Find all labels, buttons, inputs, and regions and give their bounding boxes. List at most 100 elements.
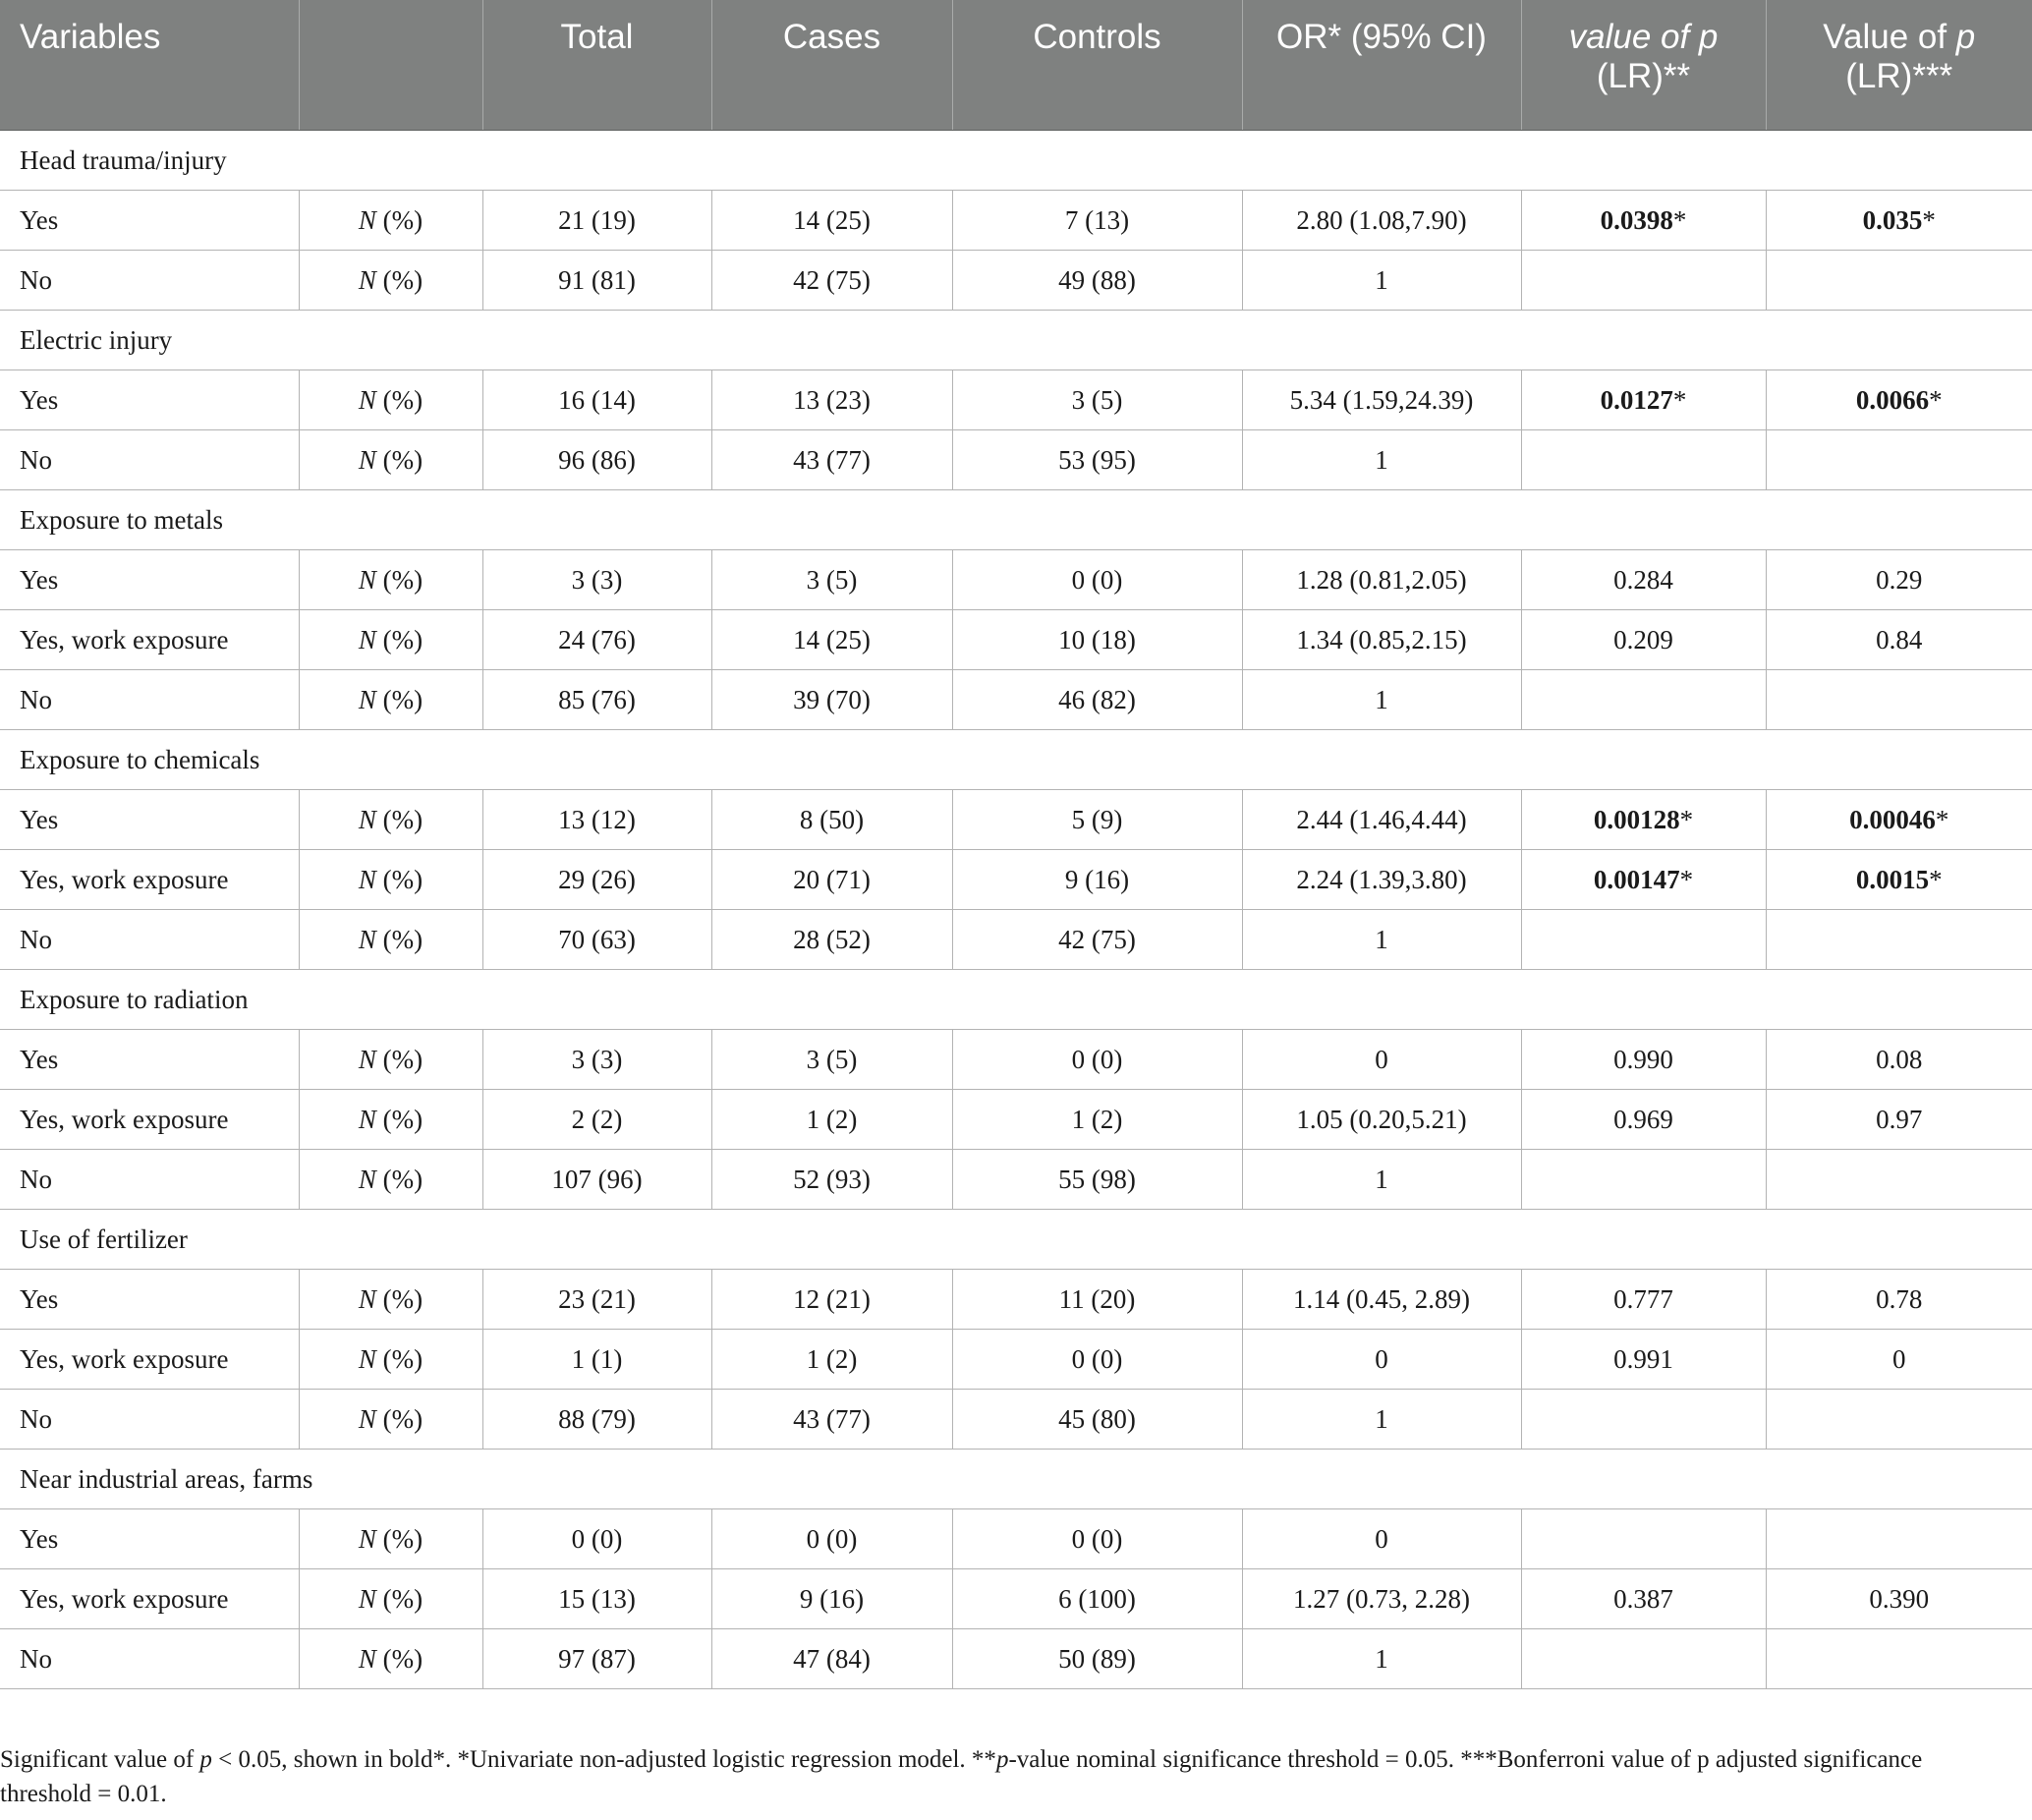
cell-total: 21 (19) [481, 190, 711, 251]
cell-controls: 10 (18) [951, 609, 1242, 670]
cell-total: 107 (96) [481, 1149, 711, 1210]
table-footnote: Significant value of p < 0.05, shown in … [0, 1742, 1965, 1811]
header-controls: Controls [951, 0, 1242, 131]
group-label: Head trauma/injury [0, 130, 2032, 191]
cell-level: No [0, 1628, 299, 1689]
cell-controls: 3 (5) [951, 370, 1242, 430]
cell-controls: 1 (2) [951, 1089, 1242, 1150]
cell-p-value-bonferroni: 0.0015* [1765, 849, 2032, 910]
table-row: No N (%) 97 (87) 47 (84) 50 (89) 1 [0, 1628, 2032, 1689]
cell-level: Yes, work exposure [0, 1329, 299, 1390]
header-p-value-bonf-line1: Value of [1823, 18, 1956, 56]
group-row: Use of fertilizer [0, 1209, 2032, 1270]
significance-star: * [1672, 204, 1687, 235]
unit-n: N [358, 804, 376, 834]
cell-cases: 43 (77) [710, 1389, 952, 1450]
cell-p-value-lr [1520, 1508, 1766, 1569]
cell-controls: 46 (82) [951, 669, 1242, 730]
cell-p-value-lr-value: 0.0127 [1600, 384, 1673, 415]
table-row: Yes N (%) 3 (3) 3 (5) 0 (0) 0 0.990 0.08 [0, 1029, 2032, 1090]
cell-p-value-bonferroni [1765, 909, 2032, 970]
unit-pct: (%) [375, 924, 423, 954]
cell-p-value-bonferroni: 0.97 [1765, 1089, 2032, 1150]
cell-p-value-lr: 0.209 [1520, 609, 1766, 670]
cell-cases: 39 (70) [710, 669, 952, 730]
cell-cases: 28 (52) [710, 909, 952, 970]
unit-n: N [358, 1523, 376, 1554]
cell-p-value-bonferroni-value: 0.00046 [1849, 804, 1936, 834]
cell-odds-ratio: 0 [1241, 1508, 1521, 1569]
header-total: Total [481, 0, 711, 131]
cell-unit: N (%) [298, 1269, 482, 1330]
cell-odds-ratio: 1 [1241, 1149, 1521, 1210]
cell-unit: N (%) [298, 789, 482, 850]
cell-controls: 7 (13) [951, 190, 1242, 251]
footnote-part-2: < 0.05, shown in bold*. *Univariate non-… [211, 1746, 996, 1773]
unit-pct: (%) [375, 1164, 423, 1194]
unit-n: N [358, 1164, 376, 1194]
group-label: Electric injury [0, 310, 2032, 370]
cell-controls: 11 (20) [951, 1269, 1242, 1330]
table-row: No N (%) 91 (81) 42 (75) 49 (88) 1 [0, 250, 2032, 311]
cell-controls: 50 (89) [951, 1628, 1242, 1689]
unit-pct: (%) [375, 1044, 423, 1074]
cell-cases: 14 (25) [710, 609, 952, 670]
unit-pct: (%) [375, 804, 423, 834]
significance-star: * [1929, 864, 1943, 894]
cell-level: Yes, work exposure [0, 1089, 299, 1150]
cell-level: No [0, 669, 299, 730]
cell-p-value-bonferroni: 0 [1765, 1329, 2032, 1390]
unit-pct: (%) [375, 1403, 423, 1434]
group-row: Head trauma/injury [0, 130, 2032, 191]
cell-controls: 45 (80) [951, 1389, 1242, 1450]
cell-p-value-bonferroni [1765, 1149, 2032, 1210]
cell-unit: N (%) [298, 1389, 482, 1450]
cell-p-value-lr [1520, 1628, 1766, 1689]
header-p-value-bonf-p: p [1955, 18, 1976, 56]
significance-star: * [1679, 804, 1694, 834]
cell-p-value-bonferroni-value: 0.390 [1869, 1583, 1930, 1614]
header-p-value-bonf-line2: (LR)*** [1845, 57, 1953, 95]
cell-cases: 14 (25) [710, 190, 952, 251]
cell-controls: 0 (0) [951, 1508, 1242, 1569]
group-label: Use of fertilizer [0, 1209, 2032, 1270]
unit-pct: (%) [375, 204, 423, 235]
group-label: Exposure to metals [0, 489, 2032, 550]
table-body: Head trauma/injury Yes N (%) 21 (19) 14 (25)… [0, 130, 2032, 1689]
cell-p-value-lr [1520, 669, 1766, 730]
cell-cases: 43 (77) [710, 429, 952, 490]
group-row: Near industrial areas, farms [0, 1449, 2032, 1509]
cell-p-value-bonferroni: 0.84 [1765, 609, 2032, 670]
cell-unit: N (%) [298, 429, 482, 490]
cell-cases: 3 (5) [710, 1029, 952, 1090]
cell-cases: 20 (71) [710, 849, 952, 910]
cell-level: No [0, 1149, 299, 1210]
cell-controls: 6 (100) [951, 1568, 1242, 1629]
cell-unit: N (%) [298, 1568, 482, 1629]
unit-n: N [358, 1104, 376, 1134]
cell-p-value-lr: 0.00128* [1520, 789, 1766, 850]
cell-p-value-lr: 0.00147* [1520, 849, 1766, 910]
cell-odds-ratio: 1 [1241, 1628, 1521, 1689]
cell-cases: 42 (75) [710, 250, 952, 311]
table-row: Yes N (%) 0 (0) 0 (0) 0 (0) 0 [0, 1508, 2032, 1569]
significance-star: * [1672, 384, 1687, 415]
cell-p-value-bonferroni: 0.00046* [1765, 789, 2032, 850]
cell-p-value-lr: 0.0127* [1520, 370, 1766, 430]
cell-p-value-lr-value: 0.387 [1613, 1583, 1673, 1614]
table-row: No N (%) 85 (76) 39 (70) 46 (82) 1 [0, 669, 2032, 730]
unit-n: N [358, 1343, 376, 1374]
cell-odds-ratio: 0 [1241, 1029, 1521, 1090]
cell-unit: N (%) [298, 1508, 482, 1569]
cell-p-value-lr-value: 0.00128 [1593, 804, 1680, 834]
header-odds-ratio: OR* (95% CI) [1241, 0, 1521, 131]
cell-total: 16 (14) [481, 370, 711, 430]
cell-p-value-bonferroni: 0.78 [1765, 1269, 2032, 1330]
cell-p-value-lr-value: 0.990 [1613, 1044, 1673, 1074]
table-row: Yes, work exposure N (%) 2 (2) 1 (2) 1 (2) 1.… [0, 1089, 2032, 1150]
cell-unit: N (%) [298, 1628, 482, 1689]
footnote-part-1: Significant value of [0, 1746, 200, 1773]
cell-unit: N (%) [298, 849, 482, 910]
unit-pct: (%) [375, 564, 423, 595]
cell-cases: 3 (5) [710, 549, 952, 610]
